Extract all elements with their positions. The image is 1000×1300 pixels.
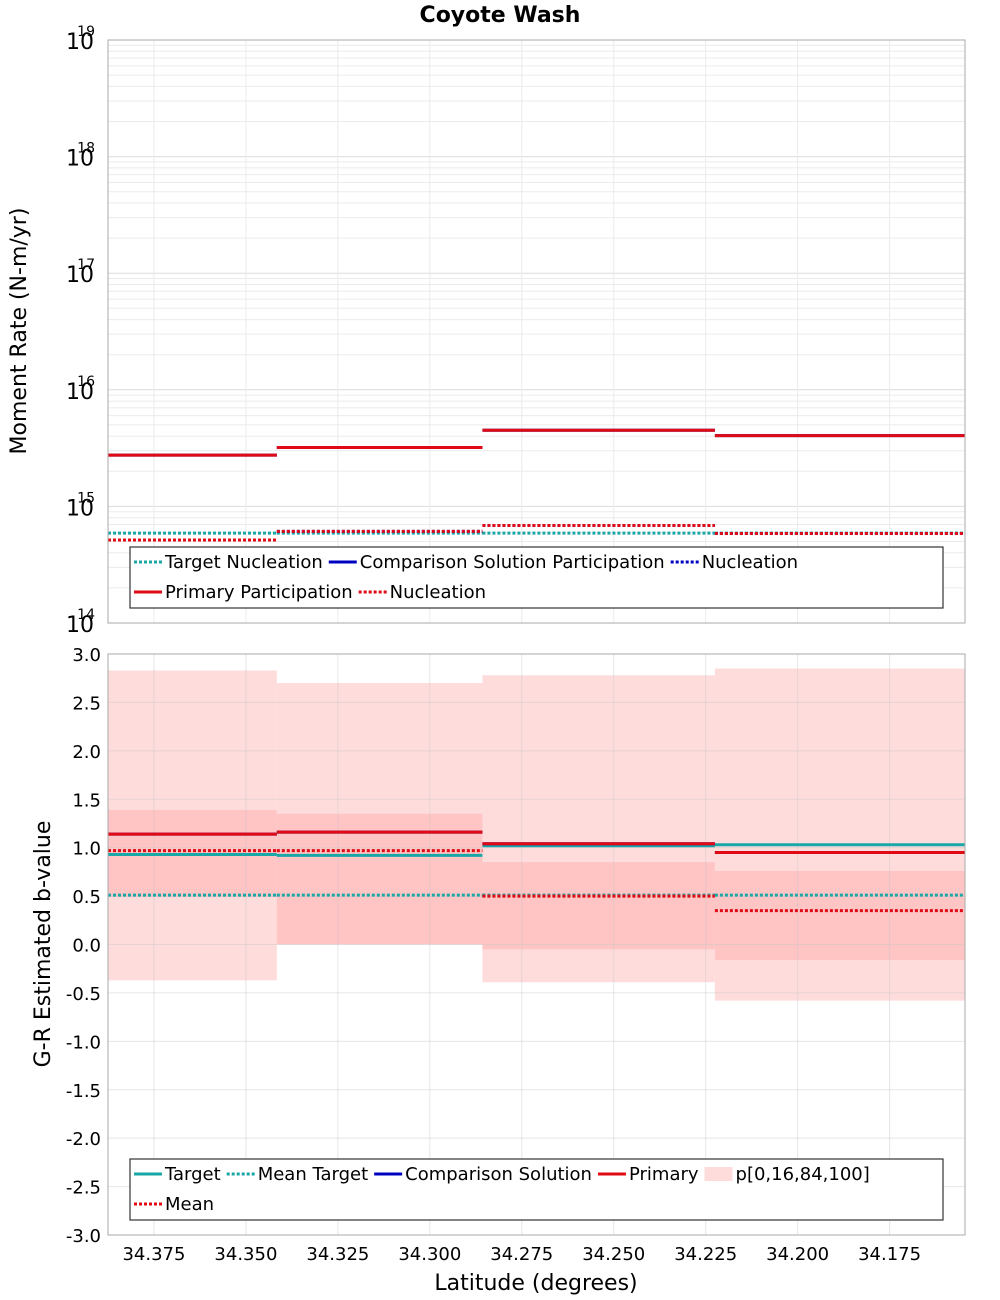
x-tick-label: 34.300 xyxy=(398,1244,461,1265)
y-tick-exponent: 18 xyxy=(77,141,95,157)
legend-box xyxy=(129,1158,944,1221)
legend-label: Comparison Solution Participation xyxy=(360,552,665,573)
band-inner-3 xyxy=(714,870,965,960)
x-tick-labels: 34.375 34.350 34.325 34.300 34.275 34.250 34.2… xyxy=(122,1244,921,1265)
grid xyxy=(108,653,965,1236)
legend-label: Nucleation xyxy=(702,552,798,573)
legend-label: Nucleation xyxy=(390,582,486,603)
legend-label: Primary xyxy=(629,1164,699,1185)
y-tick-exponent: 19 xyxy=(77,24,95,40)
legend-label: Mean Target xyxy=(258,1164,368,1185)
x-tick-label: 34.200 xyxy=(766,1244,829,1265)
series-layer xyxy=(108,428,965,542)
x-tick-label: 34.175 xyxy=(858,1244,921,1265)
y-tick-label: -0.5 xyxy=(66,984,101,1005)
y-tick-exponent: 16 xyxy=(77,374,95,390)
y-tick-label: 10 xyxy=(66,263,94,288)
y-tick-label: 1.0 xyxy=(72,839,101,860)
y-tick-label: 2.5 xyxy=(72,693,101,714)
y-tick-label: 10 xyxy=(66,496,94,521)
y-tick-label: 1.5 xyxy=(72,790,101,811)
legend-swatch xyxy=(704,1167,733,1181)
y-tick-label: -2.0 xyxy=(66,1129,101,1150)
y-axis-label: Moment Rate (N-m/yr) xyxy=(7,208,32,455)
plot-area xyxy=(108,40,965,623)
plot-frame xyxy=(107,653,966,1236)
legend-label: Comparison Solution xyxy=(405,1164,592,1185)
y-tick-label: -1.0 xyxy=(66,1032,101,1053)
legend: Target Nucleation Comparison Solution Par… xyxy=(129,546,944,609)
y-tick-label: 10 xyxy=(66,30,94,55)
y-tick-label: 2.0 xyxy=(72,742,101,763)
plot-frame xyxy=(107,39,966,624)
legend-label: Target Nucleation xyxy=(164,552,323,573)
y-tick-labels: 3.0 2.5 2.0 1.5 1.0 0.5 0.0 -0.5 -1.0 -1.5 -2.0 -2.… xyxy=(66,645,101,1247)
x-tick-label: 34.350 xyxy=(214,1244,277,1265)
x-tick-label: 34.375 xyxy=(122,1244,185,1265)
y-tick-label: 3.0 xyxy=(72,645,101,666)
y-tick-label: 0.0 xyxy=(72,936,101,957)
x-tick-label: 34.250 xyxy=(582,1244,645,1265)
y-tick-exponent: 17 xyxy=(77,257,95,273)
series-layer xyxy=(108,830,965,913)
y-tick-label: -1.5 xyxy=(66,1081,101,1102)
y-tick-label: -2.5 xyxy=(66,1178,101,1199)
chart-title: Coyote Wash xyxy=(420,3,581,28)
band-inner-2 xyxy=(482,862,715,950)
y-tick-label: -3.0 xyxy=(66,1226,101,1247)
band-inner-1 xyxy=(276,813,483,945)
grid xyxy=(108,39,965,624)
y-tick-label: 10 xyxy=(66,147,94,172)
y-tick-label: 10 xyxy=(66,380,94,405)
y-tick-label: 0.5 xyxy=(72,887,101,908)
y-axis-label: G-R Estimated b-value xyxy=(31,821,56,1068)
y-tick-exponent: 14 xyxy=(77,607,95,623)
legend-box xyxy=(129,546,944,609)
legend-label: p[0,16,84,100] xyxy=(736,1164,870,1185)
b-value-panel: 3.0 2.5 2.0 1.5 1.0 0.5 0.0 -0.5 -1.0 -1.5 -2.0 -2.… xyxy=(31,645,966,1296)
legend-label: Primary Participation xyxy=(165,582,353,603)
y-tick-label: 10 xyxy=(66,613,94,638)
legend-label: Target xyxy=(164,1164,221,1185)
x-tick-label: 34.275 xyxy=(490,1244,553,1265)
legend: Target Mean Target Comparison Solution Prim… xyxy=(129,1158,944,1221)
x-tick-label: 34.225 xyxy=(674,1244,737,1265)
legend-label: Mean xyxy=(165,1194,214,1215)
x-tick-label: 34.325 xyxy=(306,1244,369,1265)
x-axis-label: Latitude (degrees) xyxy=(434,1271,637,1296)
y-tick-exponent: 15 xyxy=(77,490,95,506)
